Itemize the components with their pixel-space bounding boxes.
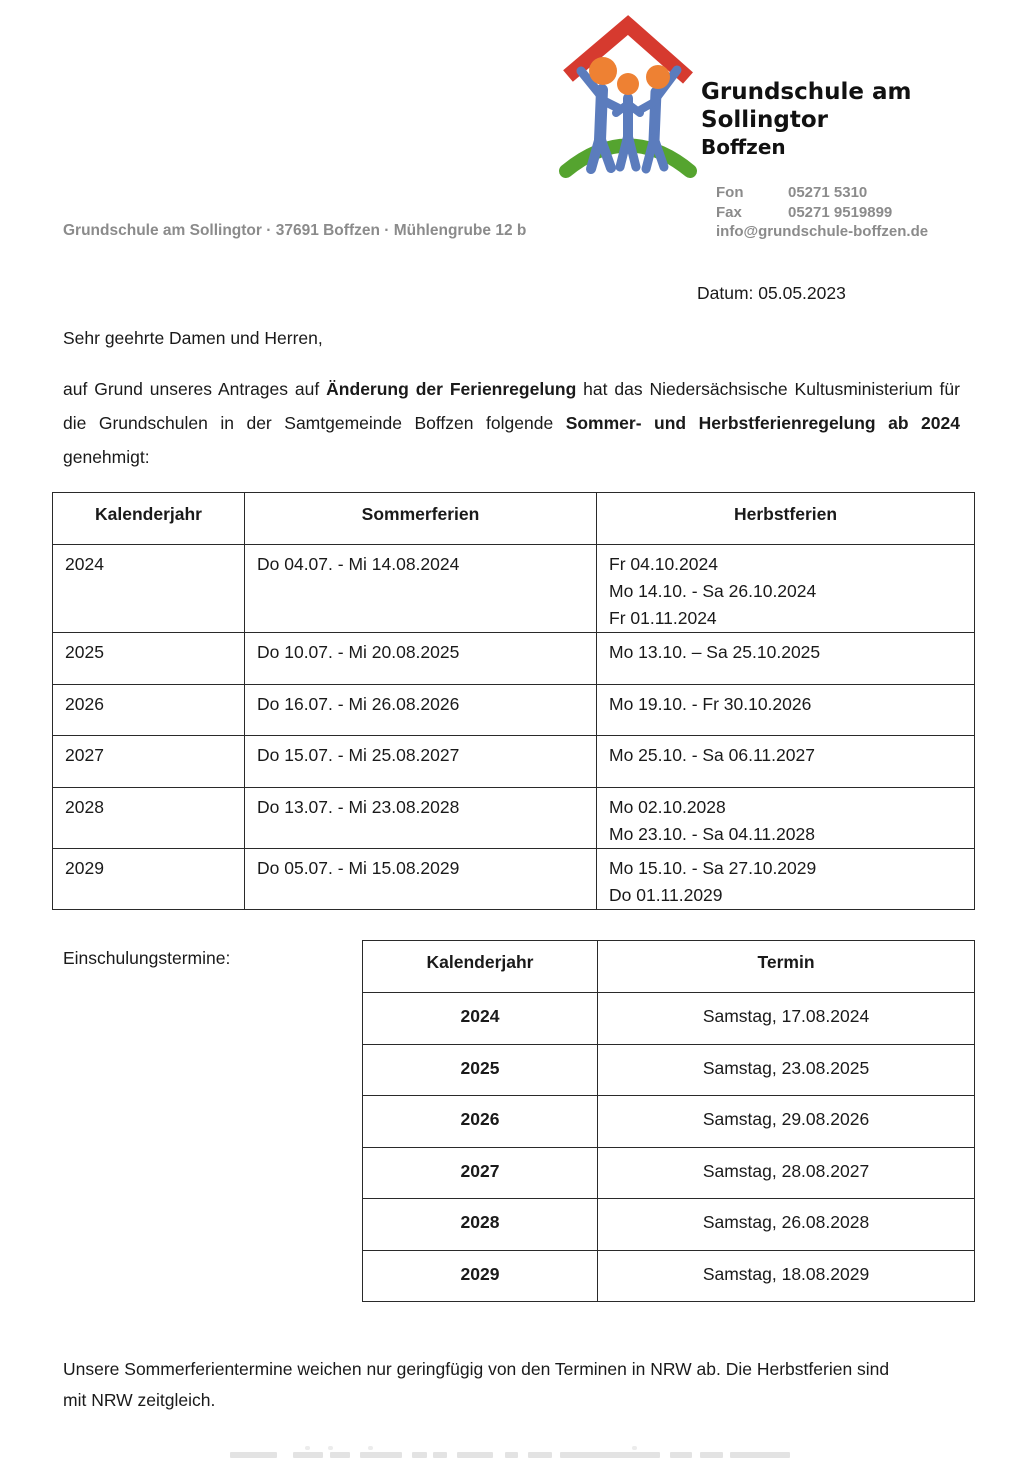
einschulung-table: Kalenderjahr Termin 2024 Samstag, 17.08.… <box>362 940 975 1302</box>
herbst-cell: Mo 02.10.2028 Mo 23.10. - Sa 04.11.2028 <box>596 787 975 849</box>
fax-value: 05271 9519899 <box>788 203 893 221</box>
herbst-cell: Fr 04.10.2024 Mo 14.10. - Sa 26.10.2024 … <box>596 544 975 633</box>
table-row: 2024 Samstag, 17.08.2024 <box>362 992 975 1045</box>
herbst-line: Mo 15.10. - Sa 27.10.2029 <box>609 858 817 878</box>
sender-address-line: Grundschule am Sollingtor · 37691 Boffze… <box>63 222 527 239</box>
table-row: 2024 Do 04.07. - Mi 14.08.2024 Fr 04.10.… <box>52 544 975 633</box>
jahr-cell: 2029 <box>52 848 245 910</box>
einschulung-header-kalenderjahr: Kalenderjahr <box>362 940 598 993</box>
ferien-header-sommerferien: Sommerferien <box>244 492 597 545</box>
intro-text-3: genehmigt: <box>63 447 150 467</box>
termin-cell: Samstag, 17.08.2024 <box>597 992 975 1045</box>
herbst-cell: Mo 25.10. - Sa 06.11.2027 <box>596 735 975 788</box>
school-name-line1: Grundschule am Sollingtor <box>701 79 912 133</box>
jahr-cell: 2024 <box>52 544 245 633</box>
sommer-cell: Do 04.07. - Mi 14.08.2024 <box>244 544 597 633</box>
herbst-line: Fr 01.11.2024 <box>609 608 717 628</box>
sommer-cell: Do 16.07. - Mi 26.08.2026 <box>244 684 597 736</box>
termin-cell: Samstag, 28.08.2027 <box>597 1146 975 1199</box>
table-row: 2029 Do 05.07. - Mi 15.08.2029 Mo 15.10.… <box>52 848 975 910</box>
table-row: 2026 Do 16.07. - Mi 26.08.2026 Mo 19.10.… <box>52 684 975 736</box>
ferien-header-kalenderjahr: Kalenderjahr <box>52 492 245 545</box>
herbst-line: Mo 14.10. - Sa 26.10.2024 <box>609 581 817 601</box>
herbst-cell: Mo 13.10. – Sa 25.10.2025 <box>596 632 975 685</box>
jahr-cell: 2027 <box>52 735 245 788</box>
sommer-cell: Do 10.07. - Mi 20.08.2025 <box>244 632 597 685</box>
figure-middle-head <box>617 73 639 95</box>
table-row: 2025 Samstag, 23.08.2025 <box>362 1043 975 1096</box>
einschulung-header-row: Kalenderjahr Termin <box>362 940 975 993</box>
herbst-line: Do 01.11.2029 <box>609 885 723 905</box>
email-text: info@grundschule-boffzen.de <box>716 223 929 240</box>
table-row: 2027 Do 15.07. - Mi 25.08.2027 Mo 25.10.… <box>52 735 975 788</box>
fon-label: Fon <box>716 184 744 201</box>
termin-cell: Samstag, 23.08.2025 <box>597 1043 975 1096</box>
table-row: 2026 Samstag, 29.08.2026 <box>362 1095 975 1148</box>
herbst-cell: Mo 19.10. - Fr 30.10.2026 <box>596 684 975 736</box>
intro-bold-1: Änderung der Ferienregelung <box>326 379 577 399</box>
closing-note: Unsere Sommerferientermine weichen nur g… <box>63 1359 890 1410</box>
ferien-header-row: Kalenderjahr Sommerferien Herbstferien <box>52 492 975 545</box>
intro-paragraph: auf Grund unseres Antrages auf Änderung … <box>63 372 960 474</box>
sommer-cell: Do 13.07. - Mi 23.08.2028 <box>244 787 597 849</box>
ferien-header-herbstferien: Herbstferien <box>596 492 975 545</box>
jahr-cell: 2026 <box>52 684 245 736</box>
jahr-cell: 2027 <box>362 1146 598 1199</box>
ferien-table: Kalenderjahr Sommerferien Herbstferien 2… <box>52 492 975 910</box>
table-row: 2028 Do 13.07. - Mi 23.08.2028 Mo 02.10.… <box>52 787 975 849</box>
page-bottom-cutoff <box>230 1446 800 1458</box>
school-logo-icon <box>556 10 700 180</box>
table-row: 2027 Samstag, 28.08.2027 <box>362 1146 975 1199</box>
intro-bold-2: Sommer- und Herbstferienregelung ab 2024 <box>565 413 960 433</box>
intro-text-2: hat das Niedersächsische Kultusministeri… <box>63 379 960 433</box>
jahr-cell: 2025 <box>52 632 245 685</box>
salutation: Sehr geehrte Damen und Herren, <box>63 328 323 348</box>
einschulung-header-termin: Termin <box>597 940 975 993</box>
table-row: 2028 Samstag, 26.08.2028 <box>362 1198 975 1251</box>
termin-cell: Samstag, 29.08.2026 <box>597 1095 975 1148</box>
sommer-cell: Do 05.07. - Mi 15.08.2029 <box>244 848 597 910</box>
jahr-cell: 2029 <box>362 1249 598 1302</box>
jahr-cell: 2024 <box>362 992 598 1045</box>
fax-label: Fax <box>716 203 742 221</box>
figure-left <box>576 66 625 174</box>
sommer-cell: Do 15.07. - Mi 25.08.2027 <box>244 735 597 788</box>
school-name: Grundschule am Sollingtor Boffzen <box>701 78 1023 160</box>
school-name-line2: Boffzen <box>701 135 786 159</box>
einschulung-label: Einschulungstermine: <box>63 948 231 968</box>
herbst-cell: Mo 15.10. - Sa 27.10.2029 Do 01.11.2029 <box>596 848 975 910</box>
date-line: Datum: 05.05.2023 <box>697 283 846 303</box>
jahr-cell: 2026 <box>362 1095 598 1148</box>
herbst-line: Mo 02.10.2028 <box>609 797 726 817</box>
herbst-line: Fr 04.10.2024 <box>609 554 718 574</box>
table-row: 2029 Samstag, 18.08.2029 <box>362 1249 975 1302</box>
contact-block: Fon 05271 5310 Fax 05271 9519899 info@gr… <box>716 183 928 242</box>
termin-cell: Samstag, 26.08.2028 <box>597 1198 975 1251</box>
herbst-line: Mo 23.10. - Sa 04.11.2028 <box>609 824 815 844</box>
intro-text-1: auf Grund unseres Antrages auf <box>63 379 327 399</box>
fon-value: 05271 5310 <box>788 184 868 201</box>
jahr-cell: 2025 <box>362 1043 598 1096</box>
figure-right-head <box>646 65 670 89</box>
jahr-cell: 2028 <box>52 787 245 849</box>
roof-shape <box>563 15 693 84</box>
figure-left-head <box>589 57 617 85</box>
table-row: 2025 Do 10.07. - Mi 20.08.2025 Mo 13.10.… <box>52 632 975 685</box>
termin-cell: Samstag, 18.08.2029 <box>597 1249 975 1302</box>
jahr-cell: 2028 <box>362 1198 598 1251</box>
